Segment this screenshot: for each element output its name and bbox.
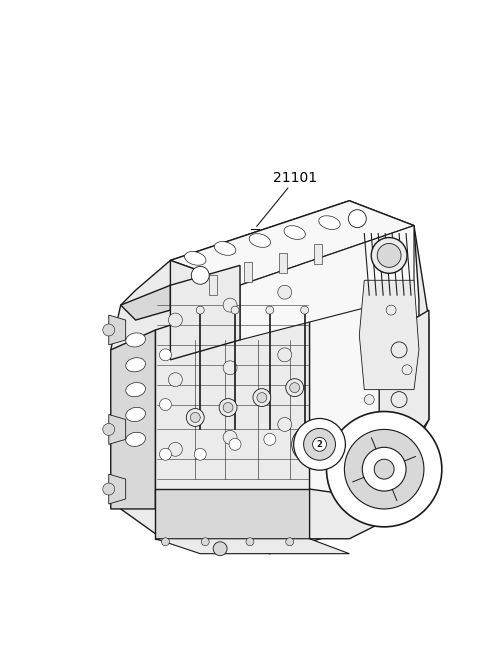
Circle shape <box>391 392 407 407</box>
Circle shape <box>290 383 300 392</box>
Polygon shape <box>109 474 126 504</box>
Circle shape <box>362 447 406 491</box>
Polygon shape <box>310 225 419 509</box>
Circle shape <box>374 459 394 479</box>
Circle shape <box>292 426 327 462</box>
Polygon shape <box>120 285 170 320</box>
Polygon shape <box>156 280 310 509</box>
Circle shape <box>286 379 304 396</box>
Circle shape <box>103 423 115 436</box>
Ellipse shape <box>126 333 145 347</box>
Circle shape <box>253 388 271 407</box>
Circle shape <box>223 403 233 413</box>
Circle shape <box>246 538 254 546</box>
Circle shape <box>103 483 115 495</box>
Circle shape <box>168 313 182 327</box>
Circle shape <box>264 434 276 445</box>
Circle shape <box>306 440 313 448</box>
Circle shape <box>231 306 239 314</box>
Circle shape <box>326 411 442 527</box>
Circle shape <box>159 399 171 411</box>
Circle shape <box>377 244 401 267</box>
Ellipse shape <box>126 407 145 422</box>
Circle shape <box>294 419 346 470</box>
Polygon shape <box>379 310 429 499</box>
Ellipse shape <box>284 226 305 240</box>
Text: 2: 2 <box>317 440 323 449</box>
Polygon shape <box>170 200 414 285</box>
Circle shape <box>402 365 412 375</box>
Circle shape <box>278 285 292 299</box>
Ellipse shape <box>126 383 145 397</box>
Circle shape <box>186 409 204 426</box>
Circle shape <box>159 448 171 460</box>
Polygon shape <box>111 200 429 553</box>
Circle shape <box>168 373 182 386</box>
Circle shape <box>344 430 424 509</box>
Circle shape <box>223 361 237 375</box>
Polygon shape <box>279 253 287 273</box>
Circle shape <box>257 392 267 403</box>
Circle shape <box>391 342 407 358</box>
Ellipse shape <box>126 358 145 372</box>
Polygon shape <box>244 263 252 282</box>
Circle shape <box>371 238 407 273</box>
Polygon shape <box>313 244 322 265</box>
Circle shape <box>223 430 237 444</box>
Circle shape <box>312 438 326 451</box>
Circle shape <box>223 298 237 312</box>
Circle shape <box>213 542 227 555</box>
Circle shape <box>159 349 171 361</box>
Polygon shape <box>360 280 419 390</box>
Circle shape <box>103 324 115 336</box>
Circle shape <box>300 306 309 314</box>
Ellipse shape <box>126 432 145 447</box>
Circle shape <box>229 438 241 450</box>
Circle shape <box>190 413 200 422</box>
Circle shape <box>300 434 320 455</box>
Circle shape <box>278 417 292 432</box>
Polygon shape <box>109 315 126 345</box>
Circle shape <box>219 399 237 417</box>
Ellipse shape <box>215 242 236 255</box>
Polygon shape <box>209 275 217 295</box>
Circle shape <box>278 348 292 362</box>
Polygon shape <box>156 539 349 553</box>
Circle shape <box>194 448 206 460</box>
Polygon shape <box>111 330 156 509</box>
Polygon shape <box>109 415 126 444</box>
Polygon shape <box>170 265 240 360</box>
Polygon shape <box>310 489 389 539</box>
Circle shape <box>168 442 182 457</box>
Circle shape <box>348 210 366 227</box>
Circle shape <box>304 428 336 460</box>
Polygon shape <box>156 489 310 539</box>
Ellipse shape <box>319 215 340 229</box>
Ellipse shape <box>185 252 206 265</box>
Ellipse shape <box>249 234 271 248</box>
Circle shape <box>201 538 209 546</box>
Text: 21101: 21101 <box>273 171 317 185</box>
Polygon shape <box>170 261 240 340</box>
Circle shape <box>192 267 209 284</box>
Circle shape <box>386 305 396 315</box>
Circle shape <box>266 306 274 314</box>
Circle shape <box>364 394 374 405</box>
Polygon shape <box>240 225 414 340</box>
Circle shape <box>196 306 204 314</box>
Circle shape <box>286 538 294 546</box>
Circle shape <box>161 538 169 546</box>
